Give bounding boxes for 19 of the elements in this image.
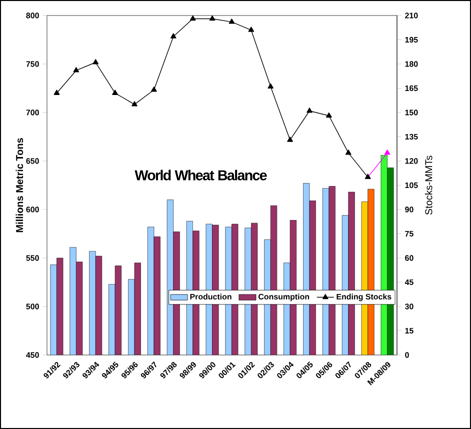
point (73, 67, 80, 72)
point (170, 33, 176, 38)
point (112, 90, 118, 95)
point (248, 26, 254, 32)
point (92, 59, 99, 64)
point (54, 90, 60, 95)
point (132, 101, 138, 106)
point (287, 136, 293, 142)
point (190, 15, 196, 21)
point (326, 112, 332, 118)
y-axis-title: Millions Metric Tons (16, 138, 24, 232)
point (306, 108, 312, 113)
y2-axis-title: Stocks-MMTs (424, 156, 432, 215)
text: World Wheat Balance (134, 170, 267, 180)
point (228, 18, 235, 24)
point (209, 15, 216, 21)
point (151, 86, 157, 92)
point (268, 83, 274, 88)
point (345, 150, 352, 155)
